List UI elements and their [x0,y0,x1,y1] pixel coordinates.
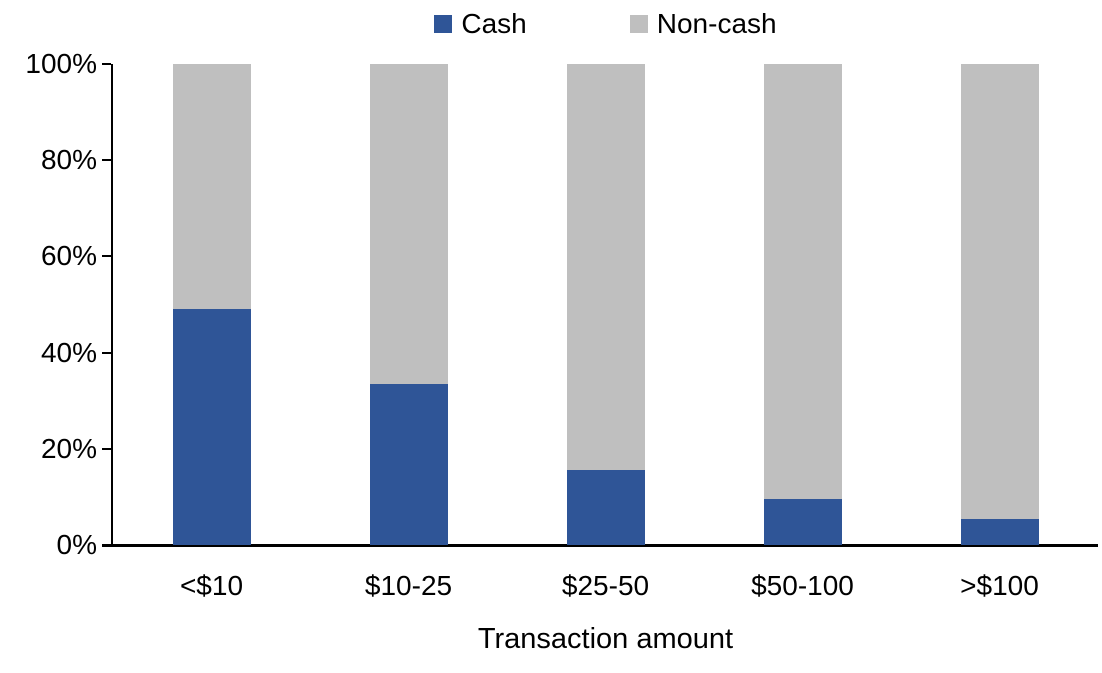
legend-label: Non-cash [656,8,777,39]
y-axis-tick [102,255,111,258]
y-axis-tick [102,544,111,546]
bar-segment-non-cash [369,64,448,384]
bar-slot--25-50 [507,64,704,545]
y-axis-tick-label: 60% [40,240,97,272]
bar-segment-cash [172,309,251,545]
x-axis-tick-label: $10-25 [364,570,453,601]
bar-segment-cash [763,499,842,545]
bar-slot--10-25 [310,64,507,545]
legend-label: Cash [461,8,527,39]
y-axis-tick-label: 100% [25,48,97,79]
y-axis-tick-label: 20% [40,432,97,464]
y-axis-line [111,64,113,547]
legend-item-non-cash: Non-cash [629,8,777,39]
y-axis-tick [102,159,111,162]
bar-slot--100 [901,64,1098,545]
x-axis-tick-label: $25-50 [561,570,650,601]
x-axis-tick-label: <$10 [179,570,244,601]
bar-segment-non-cash [172,64,251,310]
legend-swatch-icon [434,15,453,33]
y-axis-tick [102,63,111,65]
bar-slot--10 [113,64,310,545]
bar-slot--50-100 [704,64,901,545]
bar-stack [566,64,645,545]
bar-stack [172,64,251,545]
legend-item-cash: Cash [434,8,527,39]
bar-segment-non-cash [763,64,842,500]
y-axis-tick-label: 80% [40,144,97,176]
chart-legend: Cash Non-cash [113,10,1098,38]
bar-segment-non-cash [960,64,1039,519]
bar-segment-non-cash [566,64,645,471]
bar-segment-cash [960,518,1039,545]
y-axis-tick [102,447,111,450]
legend-swatch-icon [629,15,648,33]
bar-segment-cash [369,383,448,545]
x-axis-line [102,544,1098,547]
y-axis-tick-label: 40% [40,336,97,368]
x-axis-title: Transaction amount [477,623,734,655]
x-axis-tick-label: >$100 [960,570,1039,601]
bar-segment-cash [566,470,645,545]
x-axis-tick-label: $50-100 [751,570,854,601]
y-axis-tick [102,351,111,354]
plot-area [113,64,1098,545]
y-axis-tick-label: 0% [56,529,97,560]
bar-stack [763,64,842,545]
bar-stack [369,64,448,545]
bar-stack [960,64,1039,545]
